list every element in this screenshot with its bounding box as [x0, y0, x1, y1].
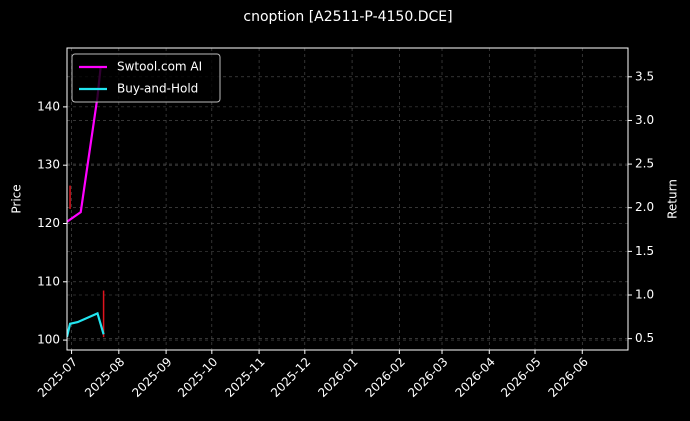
y2-tick-label: 1.0 [635, 288, 654, 302]
legend-label: Buy-and-Hold [117, 82, 198, 96]
y-tick-label: 140 [37, 99, 60, 113]
y-tick-label: 120 [37, 216, 60, 230]
y2-tick-label: 2.0 [635, 200, 654, 214]
plot-frame [66, 47, 629, 351]
y-tick-label: 130 [37, 158, 60, 172]
y2-tick-label: 3.0 [635, 113, 654, 127]
y2-tick-label: 0.5 [635, 331, 654, 345]
y2-tick-label: 2.5 [635, 157, 654, 171]
line [67, 311, 105, 338]
y-axis-label: Price [10, 184, 24, 213]
legend-box [71, 53, 221, 103]
y2-tick-label: 3.5 [635, 69, 654, 83]
y-tick-label: 110 [37, 274, 60, 288]
legend-label: Swtool.com AI [117, 60, 202, 74]
y2-tick-label: 1.5 [635, 244, 654, 258]
y-tick-label: 100 [37, 333, 60, 347]
y2-axis-label: Return [666, 179, 680, 219]
chart-title: cnoption [A2511-P-4150.DCE] [243, 9, 452, 25]
